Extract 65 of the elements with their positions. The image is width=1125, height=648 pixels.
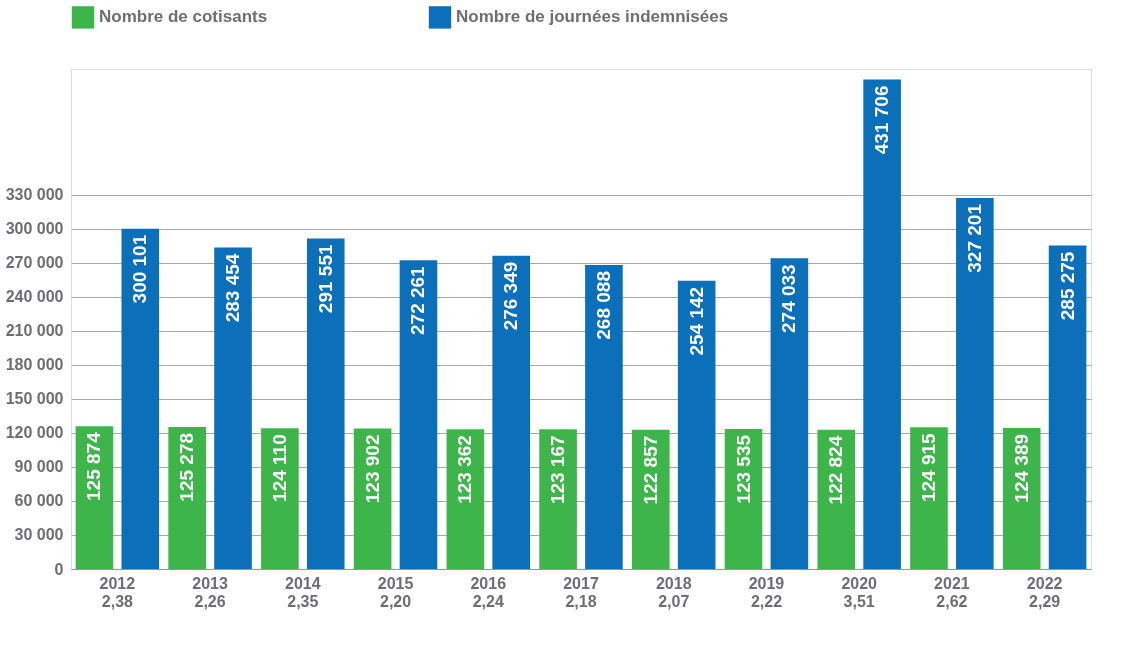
x-tick-label: 2019 2,22	[748, 574, 785, 610]
x-tick-label: 2015 2,20	[377, 574, 414, 610]
bar	[770, 258, 809, 569]
data-label: 123 362	[454, 435, 476, 504]
data-label: 272 261	[407, 265, 429, 335]
bar	[677, 280, 716, 569]
bar	[956, 198, 994, 569]
data-label: 285 275	[1056, 251, 1078, 321]
y-tick-label: 210 000	[5, 322, 64, 340]
legend-label: Nombre de journées indemnisées	[456, 7, 729, 27]
x-tick-label: 2020 3,51	[841, 574, 878, 610]
x-tick-label: 2012 2,38	[99, 574, 136, 610]
bar	[817, 429, 856, 569]
bar	[214, 247, 252, 569]
data-label: 254 142	[685, 286, 707, 356]
x-tick-label: 2017 2,18	[563, 574, 599, 610]
bar	[1048, 245, 1087, 569]
y-tick-label: 30 000	[14, 526, 64, 544]
bar	[261, 428, 299, 569]
bar	[399, 260, 438, 569]
data-label: 268 088	[592, 271, 614, 340]
y-tick-label: 270 000	[5, 254, 64, 272]
data-label: 125 874	[83, 431, 105, 501]
data-label: 274 033	[778, 264, 800, 333]
y-tick-label: 90 000	[14, 458, 64, 476]
y-tick-label: 0	[54, 560, 64, 578]
x-tick-label: 2018 2,07	[655, 574, 692, 610]
y-tick-label: 180 000	[5, 356, 64, 374]
x-tick-label: 2022 2,29	[1026, 574, 1063, 610]
bar	[306, 238, 345, 569]
y-tick-label: 150 000	[5, 390, 64, 408]
data-label: 124 110	[268, 434, 290, 502]
bar	[539, 429, 577, 569]
x-tick-label: 2016 2,24	[470, 574, 507, 610]
data-label: 431 706	[871, 85, 893, 155]
bar	[863, 79, 901, 569]
data-label: 123 902	[361, 434, 383, 504]
bar	[910, 427, 948, 569]
data-label: 291 551	[314, 244, 336, 314]
bar	[492, 255, 530, 569]
bar	[585, 265, 623, 569]
bar	[1002, 427, 1041, 569]
data-label: 122 857	[639, 435, 661, 505]
data-label: 276 349	[500, 261, 522, 331]
bar	[632, 429, 670, 569]
x-tick-label: 2021 2,62	[934, 574, 970, 610]
x-tick-label: 2013 2,26	[192, 574, 228, 610]
y-tick-label: 300 000	[5, 220, 64, 238]
data-label: 123 535	[732, 434, 754, 504]
data-label: 125 278	[176, 432, 198, 502]
y-tick-label: 120 000	[5, 424, 64, 442]
y-tick-label: 240 000	[5, 288, 64, 306]
bar	[168, 426, 206, 569]
data-label: 124 915	[917, 432, 939, 503]
legend-label: Nombre de cotisants	[99, 7, 268, 27]
data-label: 300 101	[129, 234, 151, 304]
y-tick-label: 60 000	[14, 492, 64, 510]
data-label: 123 167	[547, 435, 569, 505]
data-label: 327 201	[963, 203, 985, 273]
data-label: 283 454	[222, 253, 244, 323]
y-tick-label: 330 000	[5, 186, 64, 204]
bar	[121, 228, 160, 569]
data-label: 124 389	[1010, 433, 1032, 503]
data-label: 122 824	[825, 435, 847, 505]
x-tick-label: 2014 2,35	[285, 574, 321, 610]
